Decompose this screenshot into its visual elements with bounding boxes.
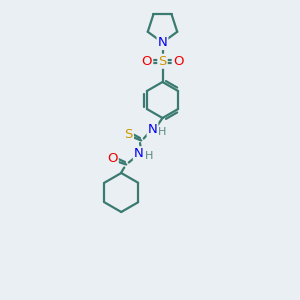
Text: H: H	[158, 127, 167, 137]
Text: S: S	[124, 128, 133, 141]
Text: S: S	[158, 55, 167, 68]
Text: N: N	[158, 36, 167, 49]
Text: H: H	[145, 151, 153, 161]
Text: O: O	[142, 55, 152, 68]
Text: N: N	[134, 147, 144, 160]
Text: O: O	[173, 55, 183, 68]
Text: N: N	[148, 123, 158, 136]
Text: O: O	[107, 152, 118, 165]
